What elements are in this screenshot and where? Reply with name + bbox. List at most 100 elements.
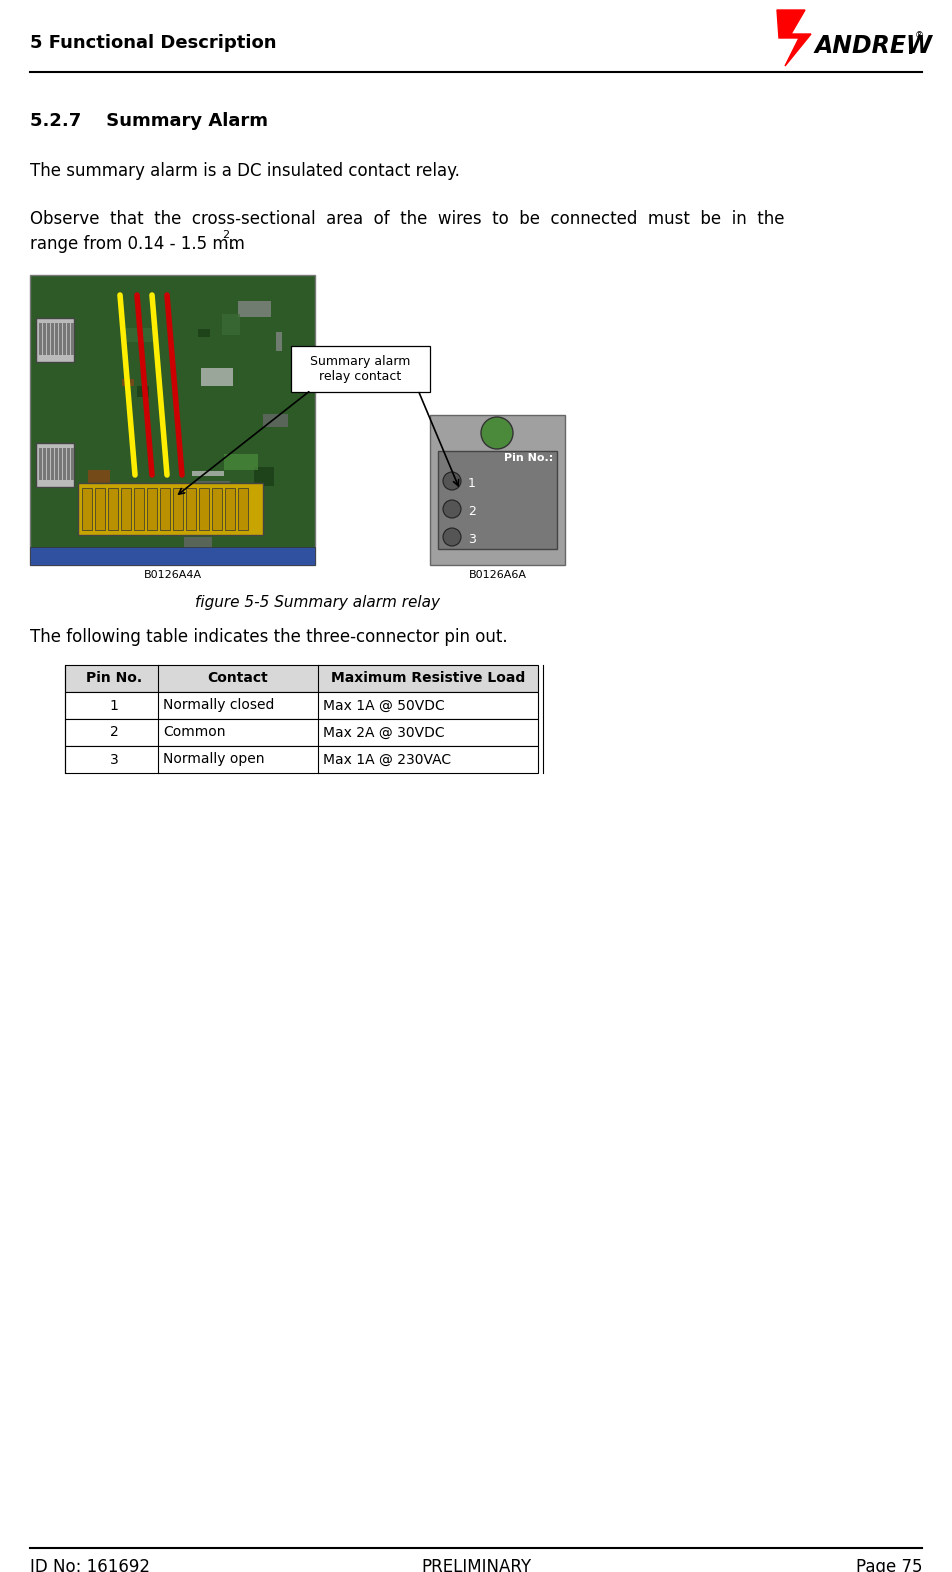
Bar [89, 523, 118, 530]
Bar [65, 692, 538, 718]
Bar [55, 448, 58, 479]
Bar [55, 322, 58, 355]
Text: 1: 1 [109, 698, 118, 712]
Text: 3: 3 [468, 533, 476, 545]
Text: 1: 1 [468, 476, 476, 490]
Bar [156, 494, 171, 509]
Bar [43, 322, 46, 355]
Bar [121, 487, 131, 530]
Bar [254, 467, 274, 486]
Text: 5.2.7    Summary Alarm: 5.2.7 Summary Alarm [30, 112, 268, 130]
Text: B0126A6A: B0126A6A [468, 571, 526, 580]
Text: Summary alarm
relay contact: Summary alarm relay contact [310, 355, 410, 384]
Bar [59, 448, 62, 479]
Bar [78, 483, 263, 534]
Circle shape [443, 528, 461, 545]
Bar [122, 379, 134, 387]
Text: PRELIMINARY: PRELIMINARY [421, 1558, 531, 1572]
Bar [30, 275, 315, 564]
Text: Normally open: Normally open [163, 753, 265, 767]
Bar [123, 329, 154, 343]
Bar [160, 487, 170, 530]
Text: figure 5-5 Summary alarm relay: figure 5-5 Summary alarm relay [195, 594, 440, 610]
Bar [47, 448, 50, 479]
Bar [430, 415, 565, 564]
Bar [238, 487, 248, 530]
FancyBboxPatch shape [291, 346, 430, 391]
Bar [71, 448, 74, 479]
Bar [71, 322, 74, 355]
Bar [63, 322, 66, 355]
Text: Page 75: Page 75 [856, 1558, 922, 1572]
Text: ID No: 161692: ID No: 161692 [30, 1558, 150, 1572]
Text: Max 2A @ 30VDC: Max 2A @ 30VDC [323, 726, 445, 739]
Polygon shape [777, 9, 811, 66]
Bar [225, 487, 235, 530]
Text: Max 1A @ 50VDC: Max 1A @ 50VDC [323, 698, 445, 712]
Text: ANDREW: ANDREW [815, 35, 933, 58]
Text: ®: ® [915, 31, 924, 39]
Bar [212, 487, 222, 530]
Bar [224, 454, 258, 470]
Bar [186, 487, 196, 530]
Bar [192, 472, 224, 476]
Text: Pin No.: Pin No. [86, 671, 142, 685]
Bar [137, 387, 149, 398]
Bar [67, 448, 70, 479]
Bar [108, 487, 118, 530]
Text: Max 1A @ 230VAC: Max 1A @ 230VAC [323, 753, 451, 767]
Text: B0126A4A: B0126A4A [144, 571, 202, 580]
Bar [147, 487, 157, 530]
Text: 2: 2 [468, 505, 476, 519]
Bar [88, 470, 110, 486]
Bar [198, 329, 210, 336]
Bar [276, 332, 282, 351]
Bar [263, 413, 288, 428]
Bar [51, 448, 54, 479]
Bar [82, 487, 92, 530]
Text: 2: 2 [109, 726, 118, 739]
Circle shape [481, 417, 513, 450]
Text: .: . [907, 39, 914, 58]
Bar [30, 547, 315, 564]
Bar [43, 448, 46, 479]
Bar [39, 448, 42, 479]
Bar [65, 747, 538, 773]
Bar [173, 487, 183, 530]
Bar [36, 443, 74, 487]
Text: range from 0.14 - 1.5 mm: range from 0.14 - 1.5 mm [30, 234, 245, 253]
Bar [36, 318, 74, 362]
Circle shape [443, 500, 461, 519]
Bar [51, 322, 54, 355]
Circle shape [443, 472, 461, 490]
Bar [63, 448, 66, 479]
Bar [438, 451, 557, 549]
Bar [201, 368, 233, 387]
Bar [222, 314, 240, 335]
Bar [36, 333, 50, 341]
Text: Pin No.:: Pin No.: [505, 453, 553, 464]
Text: Maximum Resistive Load: Maximum Resistive Load [331, 671, 526, 685]
Bar [184, 538, 212, 553]
Bar [39, 322, 42, 355]
Bar [65, 665, 538, 692]
Text: Observe  that  the  cross-sectional  area  of  the  wires  to  be  connected  mu: Observe that the cross-sectional area of… [30, 211, 784, 228]
Text: 3: 3 [109, 753, 118, 767]
Text: .: . [229, 234, 234, 253]
Bar [59, 322, 62, 355]
Bar [199, 487, 209, 530]
Bar [238, 300, 271, 318]
Bar [67, 322, 70, 355]
Bar [196, 481, 230, 489]
Text: 5 Functional Description: 5 Functional Description [30, 35, 276, 52]
Bar [134, 487, 144, 530]
Text: The summary alarm is a DC insulated contact relay.: The summary alarm is a DC insulated cont… [30, 162, 460, 181]
Text: 2: 2 [222, 230, 229, 241]
Text: Normally closed: Normally closed [163, 698, 274, 712]
Text: Common: Common [163, 726, 226, 739]
Text: The following table indicates the three-connector pin out.: The following table indicates the three-… [30, 627, 507, 646]
Bar [95, 487, 105, 530]
Bar [65, 718, 538, 747]
Bar [47, 322, 50, 355]
Text: Contact: Contact [208, 671, 268, 685]
